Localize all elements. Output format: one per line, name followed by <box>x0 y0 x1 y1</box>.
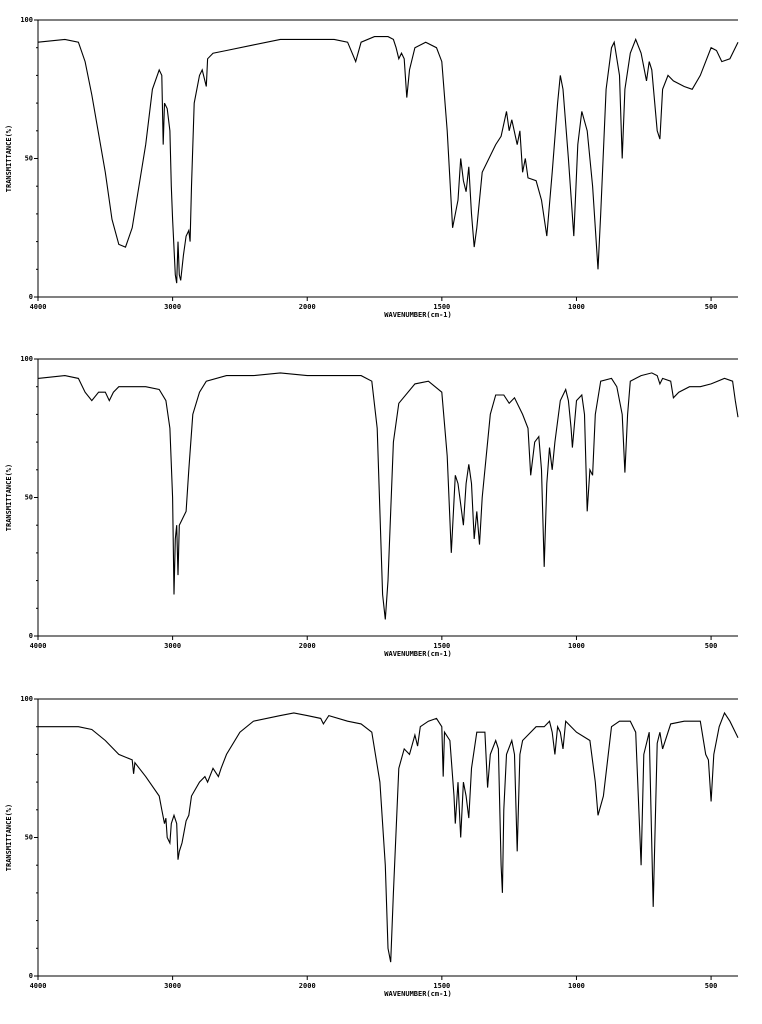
x-tick-label: 1000 <box>568 982 585 990</box>
y-tick-label: 100 <box>20 695 33 703</box>
y-tick-label: 100 <box>20 355 33 363</box>
x-axis-label: WAVENUMBER(cm-1) <box>384 650 451 658</box>
x-tick-label: 4000 <box>30 982 47 990</box>
spectrum-line <box>38 711 739 963</box>
y-axis-label: TRANSMITTANCE(%) <box>5 804 13 871</box>
spectrum-line <box>37 36 739 284</box>
y-tick-label: 50 <box>25 155 33 163</box>
y-tick-label: 0 <box>29 972 33 980</box>
x-tick-label: 500 <box>705 303 718 311</box>
x-tick-label: 1500 <box>433 642 450 650</box>
x-tick-label: 1500 <box>433 982 450 990</box>
y-tick-label: 0 <box>29 293 33 301</box>
x-tick-label: 2000 <box>299 982 316 990</box>
x-tick-label: 1000 <box>568 303 585 311</box>
x-axis-label: WAVENUMBER(cm-1) <box>384 311 451 319</box>
x-tick-label: 1000 <box>568 642 585 650</box>
x-tick-label: 2000 <box>299 642 316 650</box>
x-tick-label: 4000 <box>30 303 47 311</box>
y-tick-label: 50 <box>25 494 33 502</box>
x-tick-label: 3000 <box>164 982 181 990</box>
y-tick-label: 100 <box>20 16 33 24</box>
x-tick-label: 500 <box>705 642 718 650</box>
x-tick-label: 3000 <box>164 642 181 650</box>
x-tick-label: 3000 <box>164 303 181 311</box>
x-tick-label: 1500 <box>433 303 450 311</box>
y-axis-label: TRANSMITTANCE(%) <box>5 464 13 531</box>
x-axis-label: WAVENUMBER(cm-1) <box>384 990 451 998</box>
x-tick-label: 500 <box>705 982 718 990</box>
y-axis-label: TRANSMITTANCE(%) <box>5 125 13 192</box>
x-tick-label: 4000 <box>30 642 47 650</box>
y-tick-label: 0 <box>29 632 33 640</box>
spectrum-line <box>37 372 739 620</box>
x-tick-label: 2000 <box>299 303 316 311</box>
y-tick-label: 50 <box>25 834 33 842</box>
